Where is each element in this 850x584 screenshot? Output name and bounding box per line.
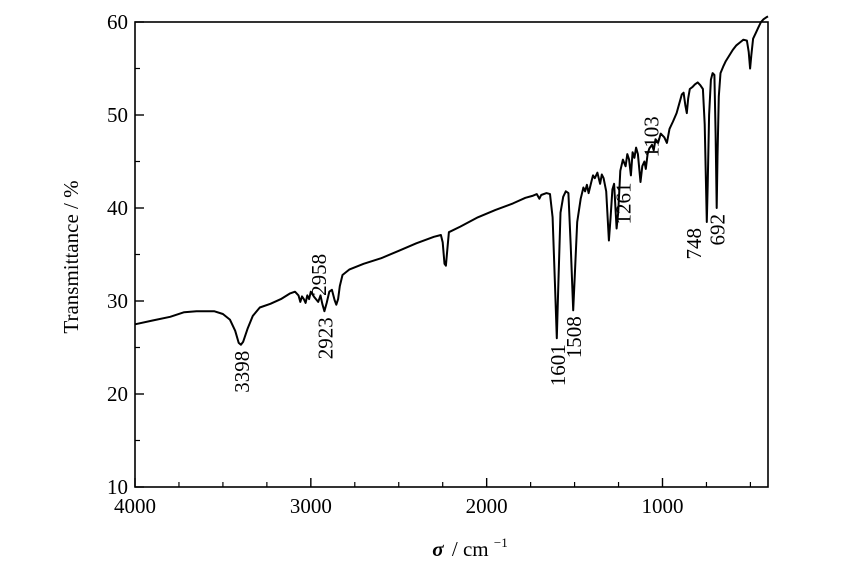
y-tick-label: 40 bbox=[107, 196, 128, 220]
x-tick-label: 3000 bbox=[290, 494, 332, 518]
x-tick-label: 2000 bbox=[466, 494, 508, 518]
plot-frame bbox=[134, 21, 769, 488]
y-tick-label: 20 bbox=[107, 382, 128, 406]
x-tick-label: 4000 bbox=[114, 494, 156, 518]
x-axis-label: σ / cm −1 bbox=[432, 535, 507, 561]
peak-label: 692 bbox=[706, 214, 730, 246]
y-tick-label: 50 bbox=[107, 103, 128, 127]
peak-label: 1601 bbox=[546, 344, 570, 386]
peak-label: 3398 bbox=[230, 351, 254, 393]
spectrum-line bbox=[134, 15, 769, 346]
y-tick-label: 60 bbox=[107, 10, 128, 34]
x-axis-unit-exponent: −1 bbox=[494, 535, 508, 550]
y-axis-label: Transmittance / % bbox=[59, 180, 83, 333]
peak-label: 1508 bbox=[562, 316, 586, 358]
y-tick-label: 10 bbox=[107, 475, 128, 499]
spectrum-layer bbox=[134, 15, 769, 346]
x-tick-label: 1000 bbox=[642, 494, 684, 518]
y-tick-label: 30 bbox=[107, 289, 128, 313]
peak-label: 1261 bbox=[612, 183, 636, 225]
axis-ticks: 4000 3000 2000 1000 10 20 30 40 50 60 bbox=[107, 10, 752, 518]
peak-label: 748 bbox=[682, 228, 706, 260]
peak-label: 2958 bbox=[307, 254, 331, 296]
x-axis-symbol: σ bbox=[432, 537, 444, 561]
peak-label: 2923 bbox=[313, 317, 337, 359]
peak-label: 1103 bbox=[639, 116, 663, 157]
x-axis-unit: / cm bbox=[452, 537, 489, 561]
